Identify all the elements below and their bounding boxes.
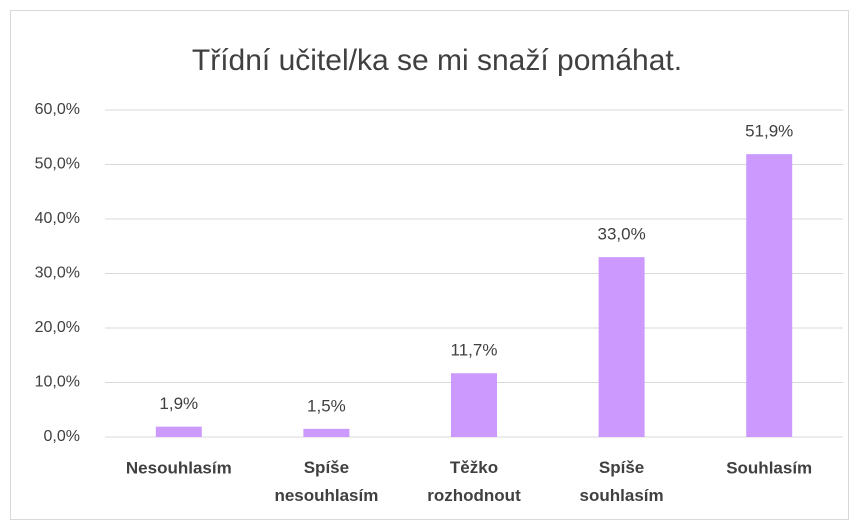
y-tick-label: 40,0% <box>35 210 80 227</box>
y-tick-label: 50,0% <box>35 156 80 173</box>
data-label: 33,0% <box>597 225 645 244</box>
x-tick-label: Souhlasím <box>726 458 812 477</box>
bar <box>303 428 350 437</box>
y-tick-label: 60,0% <box>35 101 80 118</box>
x-tick-label: Těžko rozhodnout <box>427 458 521 505</box>
x-tick-label: Nesouhlasím <box>126 458 232 477</box>
bar <box>451 373 497 437</box>
bar <box>598 257 645 437</box>
y-tick-label: 10,0% <box>35 374 80 391</box>
data-label: 1,9% <box>159 394 198 413</box>
x-tick-label: Spíše nesouhlasím <box>274 458 378 505</box>
y-tick-label: 30,0% <box>35 265 80 282</box>
data-label: 11,7% <box>451 341 498 360</box>
bar <box>746 154 793 437</box>
data-label: 51,9% <box>745 122 793 141</box>
chart-border <box>10 10 849 520</box>
chart-title: Třídní učitel/ka se mi snaží pomáhat. <box>192 44 682 77</box>
bar <box>155 426 202 437</box>
data-label: 1,5% <box>307 396 346 415</box>
x-tick-label: Spíše souhlasím <box>580 458 664 505</box>
y-tick-label: 20,0% <box>35 319 80 336</box>
y-tick-label: 0,0% <box>44 428 80 445</box>
